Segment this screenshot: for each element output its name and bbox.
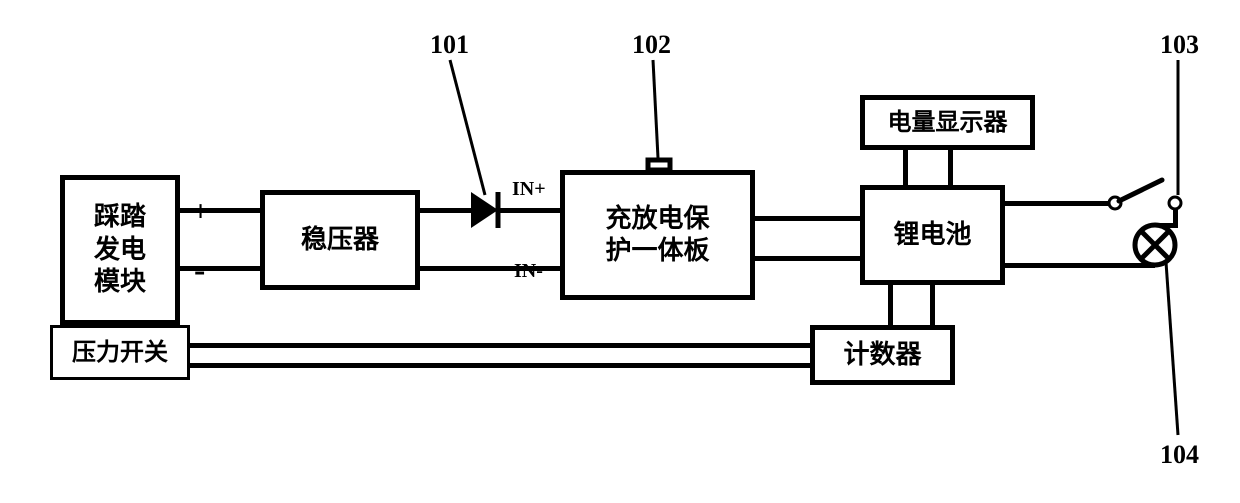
components-svg <box>0 0 1240 503</box>
